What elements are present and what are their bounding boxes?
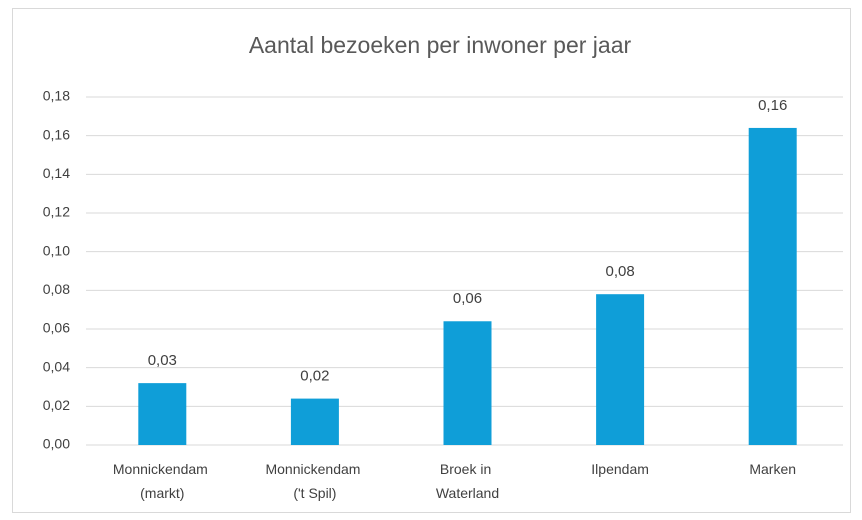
y-tick-label: 0,02 xyxy=(43,397,70,413)
y-tick-label: 0,18 xyxy=(43,88,70,104)
x-tick-label: Monnickendam ('t Spil) xyxy=(265,461,364,501)
bar xyxy=(596,294,645,445)
x-tick-label: Monnickendam (markt) xyxy=(113,461,212,501)
y-tick-label: 0,00 xyxy=(43,436,70,452)
chart-title: Aantal bezoeken per inwoner per jaar xyxy=(249,32,632,58)
x-tick-label: Broek in Waterland xyxy=(436,461,499,501)
y-tick-label: 0,16 xyxy=(43,126,70,142)
bar xyxy=(138,383,187,445)
y-tick-label: 0,14 xyxy=(43,165,70,181)
data-label: 0,08 xyxy=(605,263,634,280)
y-tick-label: 0,10 xyxy=(43,242,70,258)
data-label: 0,03 xyxy=(148,352,177,369)
x-tick-label: Marken xyxy=(749,461,796,477)
data-label: 0,06 xyxy=(453,290,482,307)
bar xyxy=(290,398,339,445)
y-tick-label: 0,04 xyxy=(43,358,70,374)
y-tick-label: 0,06 xyxy=(43,320,70,336)
x-tick-label: Ilpendam xyxy=(591,461,649,477)
y-tick-label: 0,12 xyxy=(43,204,70,220)
chart-border xyxy=(12,8,851,513)
data-label: 0,16 xyxy=(758,97,787,114)
bar xyxy=(748,127,797,445)
data-label: 0,02 xyxy=(300,368,329,385)
bar xyxy=(443,321,492,445)
y-tick-label: 0,08 xyxy=(43,281,70,297)
